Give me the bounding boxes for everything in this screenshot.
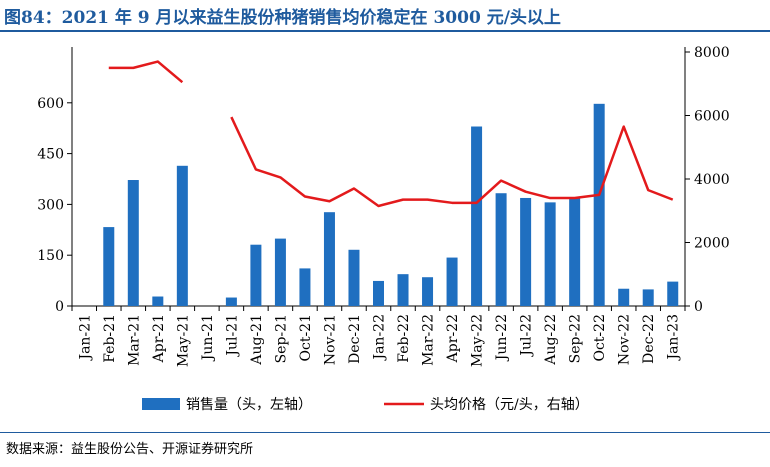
bar — [176, 165, 188, 306]
left-tick-label: 600 — [37, 96, 64, 112]
x-tick-label: Jun-21 — [200, 314, 216, 362]
bar — [397, 274, 409, 306]
right-tick-label: 0 — [694, 299, 703, 315]
x-tick-label: Oct-22 — [592, 314, 608, 362]
x-tick-label: Jan-23 — [666, 314, 682, 362]
x-tick-label: Dec-22 — [641, 314, 657, 364]
bar — [446, 257, 458, 306]
bar — [225, 297, 237, 306]
bar — [152, 296, 164, 306]
left-tick-label: 300 — [37, 197, 64, 213]
x-tick-label: Oct-21 — [298, 314, 314, 362]
chart-legend: 销售量（头，左轴） 头均价格（元/头，右轴） — [142, 397, 589, 413]
left-tick-label: 450 — [37, 147, 64, 163]
x-tick-label: Sep-22 — [568, 314, 584, 363]
chart-area: 0 150 300 450 600 0 2000 4000 6000 8000 Jan-21 Feb-… — [0, 32, 770, 432]
bar-series — [103, 103, 679, 306]
x-tick-label: Feb-22 — [396, 314, 412, 363]
x-tick-label: Nov-22 — [617, 314, 633, 365]
x-tick-label: Aug-21 — [249, 314, 265, 366]
bar — [250, 244, 262, 306]
line-series — [108, 60, 674, 208]
x-tick-label: Jul-22 — [519, 314, 535, 358]
bar — [103, 227, 115, 306]
bar — [348, 249, 360, 306]
x-tick-label: Feb-21 — [102, 314, 118, 363]
bar — [299, 268, 311, 306]
left-tick-label: 150 — [37, 248, 64, 264]
x-tick-label: Mar-22 — [421, 314, 437, 366]
x-tick-label: Aug-22 — [543, 314, 559, 366]
bar — [544, 202, 556, 306]
bar — [618, 288, 630, 306]
x-tick-label: Jun-22 — [494, 314, 510, 362]
x-tick-label: Dec-21 — [347, 314, 363, 364]
left-tick-label: 0 — [55, 299, 64, 315]
x-tick-label: May-22 — [470, 314, 486, 367]
title-divider — [0, 30, 770, 32]
x-tick-label: Jan-22 — [372, 314, 388, 362]
bar — [495, 193, 507, 306]
bar — [471, 126, 483, 306]
bar — [642, 289, 654, 306]
right-tick-label: 4000 — [694, 172, 730, 188]
bar — [593, 103, 605, 306]
x-tick-label: Apr-22 — [445, 314, 461, 363]
bar — [373, 280, 384, 306]
bar — [422, 277, 434, 306]
x-tick-label: Jan-21 — [77, 314, 93, 362]
right-tick-label: 6000 — [694, 109, 730, 125]
figure-title: 图84：2021 年 9 月以来益生股份种猪销售均价稳定在 3000 元/头以上 — [4, 8, 561, 28]
legend-bar-swatch — [142, 398, 180, 410]
source-note: 数据来源：益生股份公告、开源证券研究所 — [6, 442, 254, 457]
x-tick-label: Mar-21 — [126, 314, 142, 366]
right-tick-label: 8000 — [694, 45, 730, 61]
bar — [520, 197, 532, 306]
bar — [569, 198, 581, 306]
title-bar: 图84：2021 年 9 月以来益生股份种猪销售均价稳定在 3000 元/头以上 — [0, 0, 770, 30]
bar — [127, 180, 139, 306]
bar — [667, 281, 679, 306]
legend-bar-label: 销售量（头，左轴） — [186, 397, 312, 413]
x-tick-label: May-21 — [175, 314, 191, 367]
price-line-segment — [108, 60, 184, 84]
bar — [274, 238, 286, 306]
x-tick-label: Jul-21 — [224, 314, 240, 358]
legend-line-label: 头均价格（元/头，右轴） — [430, 397, 589, 413]
source-divider — [0, 432, 770, 433]
price-line-segment — [230, 116, 674, 208]
x-tick-label: Sep-21 — [273, 314, 289, 363]
x-tick-label: Apr-21 — [151, 314, 167, 363]
bar — [323, 212, 335, 306]
x-tick-label: Nov-21 — [322, 314, 338, 365]
right-tick-label: 2000 — [694, 236, 730, 252]
